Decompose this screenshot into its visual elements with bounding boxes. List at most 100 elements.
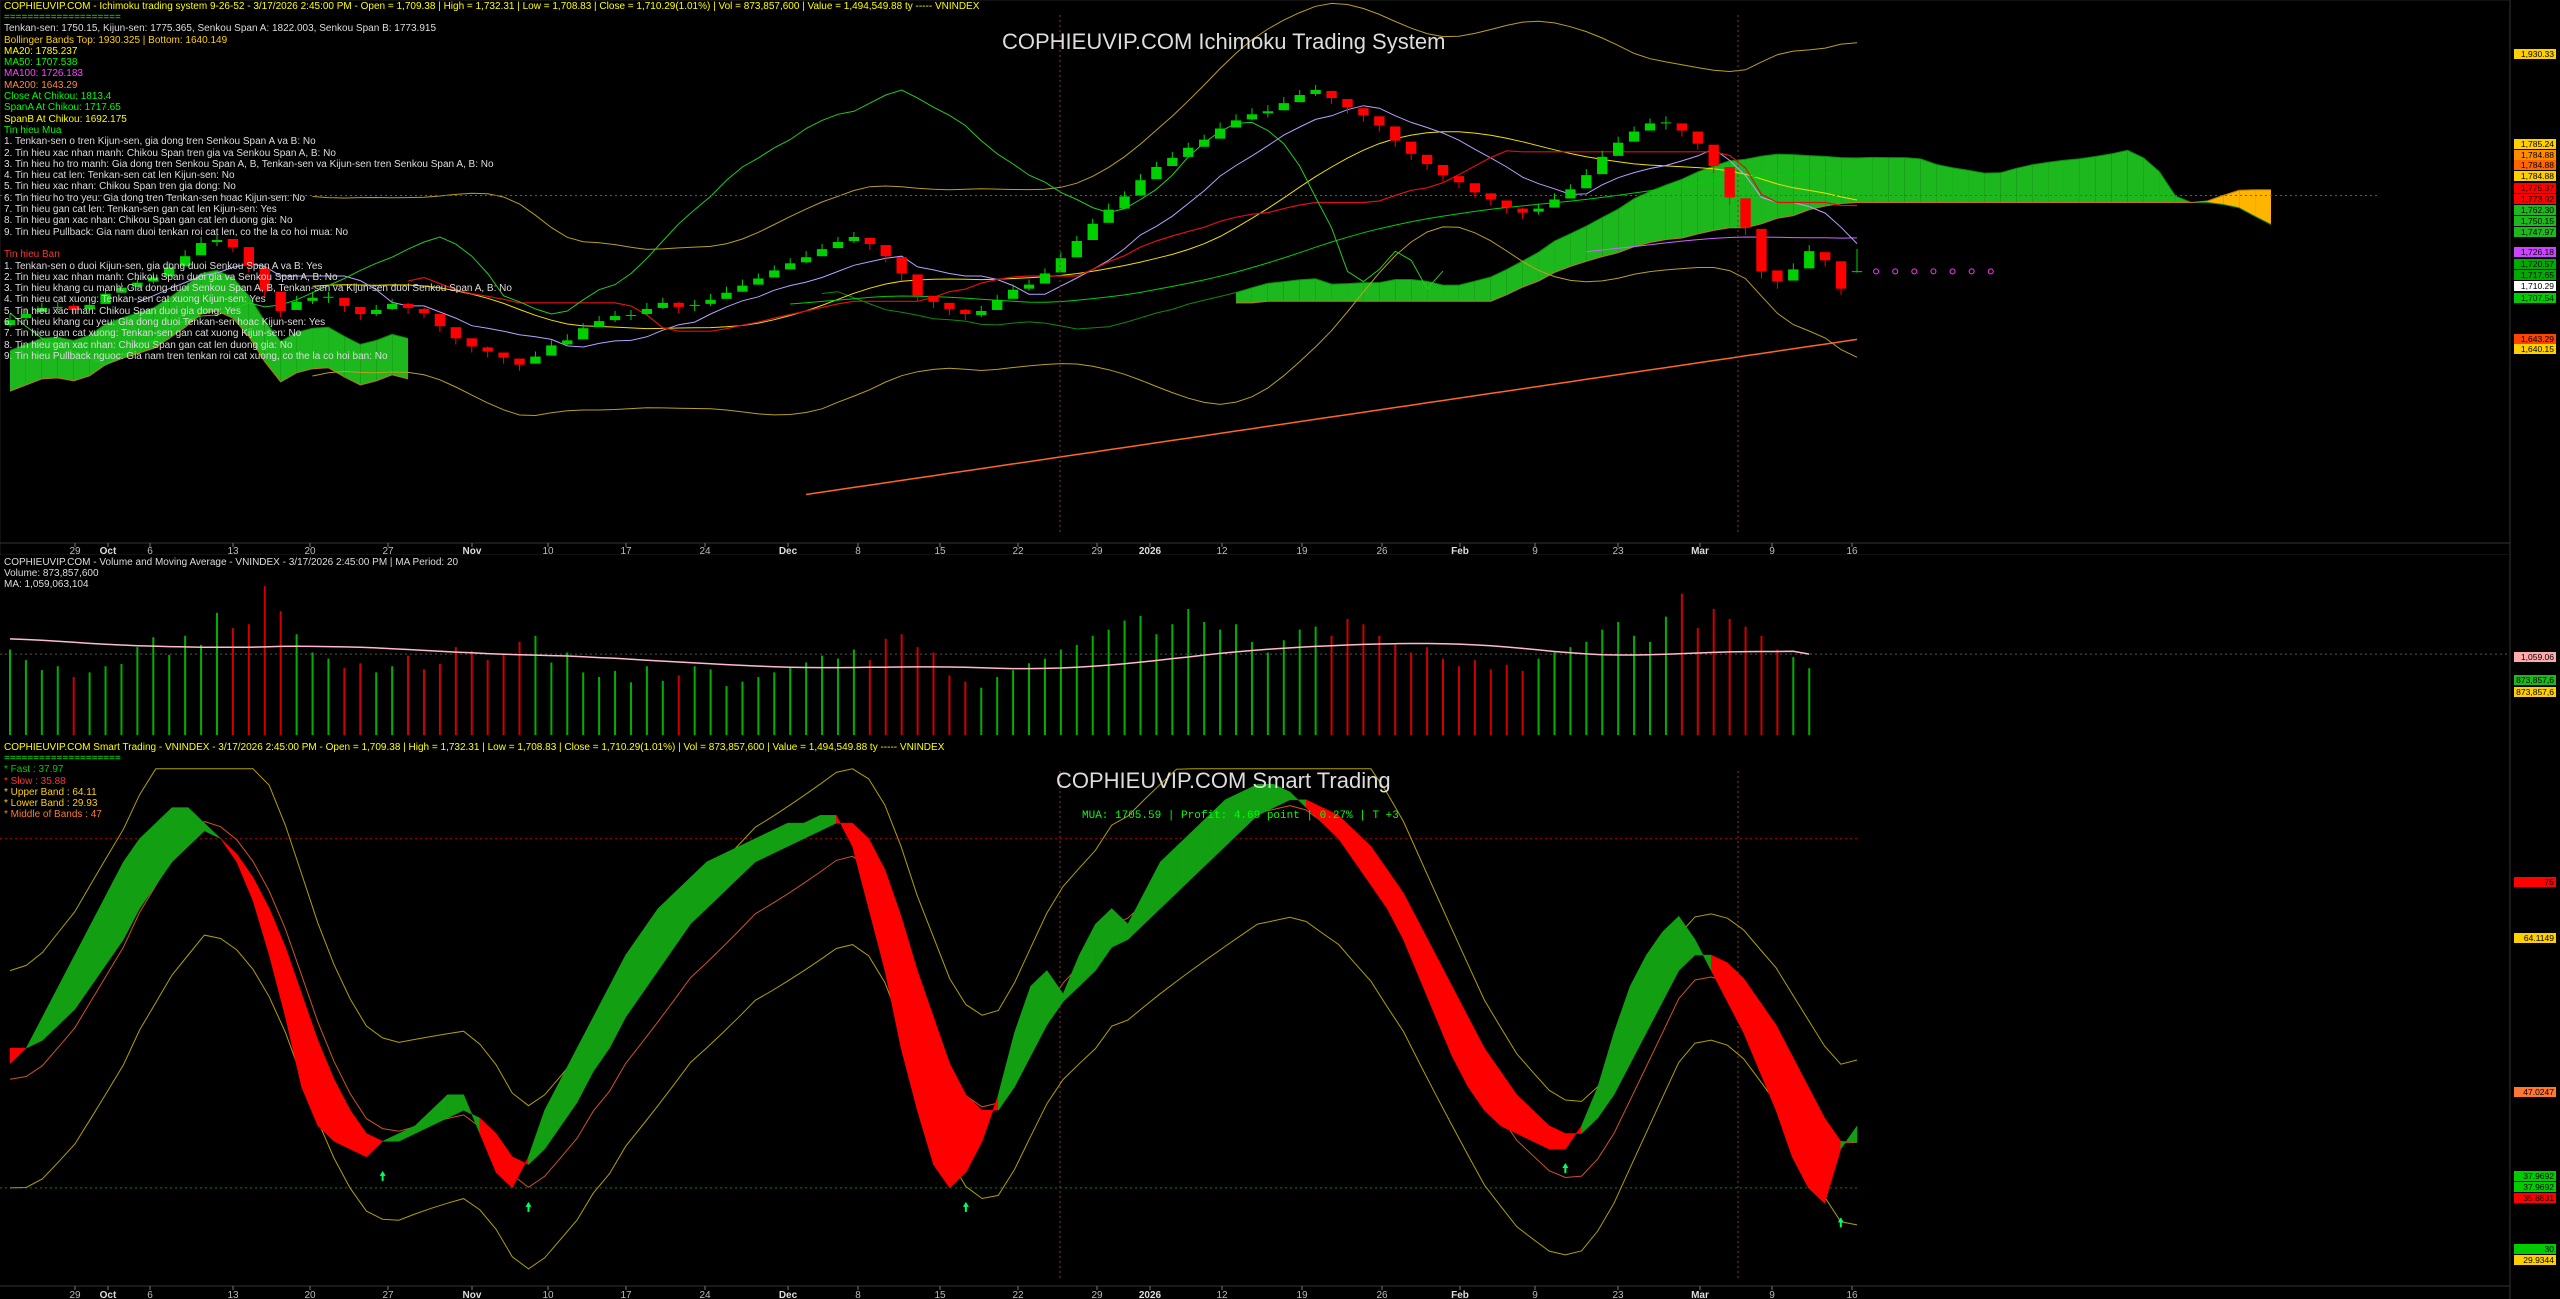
fast-above-slow-area xyxy=(25,1017,43,1049)
fast-above-slow-area xyxy=(187,806,205,847)
ichimoku-info-line: 3. Tin hieu khang cu manh: Gia dong duoi… xyxy=(4,283,512,295)
fast-above-slow-area xyxy=(139,822,157,910)
fast-above-slow-area xyxy=(1111,907,1129,948)
kumo-cloud-bull xyxy=(57,337,74,381)
kumo-cloud-bull xyxy=(1936,164,1953,203)
x-tick-label: 29 xyxy=(1091,1290,1103,1299)
fast-below-slow-area xyxy=(949,1063,967,1189)
x-tick-label: Feb xyxy=(1451,546,1469,555)
kumo-cloud-bull xyxy=(1522,252,1539,288)
smart-header: COPHIEUVIP.COM Smart Trading - VNINDEX -… xyxy=(4,742,945,753)
fast-above-slow-area xyxy=(155,806,173,886)
fast-below-slow-area xyxy=(1565,1124,1582,1150)
fast-below-slow-area xyxy=(236,853,254,901)
fast-below-slow-area xyxy=(1386,868,1404,940)
volume-pane[interactable]: COPHIEUVIP.COM - Volume and Moving Avera… xyxy=(0,555,2560,741)
kumo-cloud-bull xyxy=(1363,282,1380,302)
smart-value-label: 35.8831 xyxy=(2514,1193,2556,1203)
volume-header: COPHIEUVIP.COM - Volume and Moving Avera… xyxy=(4,557,458,590)
kumo-cloud-bull xyxy=(73,335,90,381)
fast-above-slow-area xyxy=(1662,915,1680,1002)
candle-body xyxy=(546,345,557,356)
x-tick-label: 24 xyxy=(699,1290,711,1299)
projection-dot xyxy=(1949,268,1956,275)
smart-chart[interactable]: 29 Oct 6 13 20 27 Nov 10 17 24 Dec 8 15 22 29 2026 12 19 2… xyxy=(0,741,2560,1299)
x-tick-label: 6 xyxy=(147,546,153,555)
x-tick-label: 10 xyxy=(542,1290,554,1299)
fast-below-slow-area xyxy=(1354,830,1372,886)
x-tick-label: 13 xyxy=(227,1290,239,1299)
candle-body xyxy=(721,292,732,299)
fast-above-slow-area xyxy=(722,845,740,894)
candle-body xyxy=(1055,258,1067,273)
smart-info-line: * Slow : 35.88 xyxy=(4,775,66,787)
fast-above-slow-area xyxy=(803,814,821,840)
candle-body xyxy=(1326,90,1337,99)
ichimoku-chart[interactable]: 29 Oct 6 13 20 27 Nov 10 17 24 Dec 8 15 22 29 2026 12 19 2… xyxy=(0,0,2560,555)
volume-header-title: COPHIEUVIP.COM - Volume and Moving Avera… xyxy=(4,557,459,568)
kumo-cloud-bull xyxy=(1379,279,1396,302)
kumo-cloud-bull xyxy=(280,332,297,382)
candle-body xyxy=(1533,208,1544,212)
x-tick-label: 26 xyxy=(1376,546,1388,555)
fast-above-slow-area xyxy=(1176,830,1193,894)
fast-above-slow-area xyxy=(1289,791,1307,809)
candle-body xyxy=(1469,183,1481,193)
x-tick-label: Nov xyxy=(463,1290,482,1299)
smart-pane[interactable]: 29 Oct 6 13 20 27 Nov 10 17 24 Dec 8 15 22 29 2026 12 19 2… xyxy=(0,741,2560,1299)
ichimoku-info-line: MA50: 1707.538 xyxy=(4,57,78,69)
smart-info-line: * Fast : 37.97 xyxy=(4,764,64,776)
kumo-cloud-bull xyxy=(1920,158,1937,203)
candle-body xyxy=(737,285,748,292)
x-tick-label: Oct xyxy=(100,546,117,555)
fast-below-slow-area xyxy=(1435,954,1453,1057)
fast-below-slow-area xyxy=(884,869,902,1049)
x-tick-label: 9 xyxy=(1532,1290,1538,1299)
fast-below-slow-area xyxy=(1532,1109,1550,1150)
smart-info-panel: ==================== * Fast : 37.97 * Slow… xyxy=(4,753,121,821)
candle-body xyxy=(1660,122,1672,124)
fast-below-slow-area xyxy=(1467,1017,1485,1112)
volume-value-label: 1,059.06 xyxy=(2514,652,2556,662)
x-tick-label: 23 xyxy=(1612,1290,1624,1299)
candle-body xyxy=(402,303,414,308)
fast-below-slow-area xyxy=(933,1017,950,1189)
kumo-cloud-bull xyxy=(1618,198,1635,253)
candle-body xyxy=(1199,139,1210,147)
candle-body xyxy=(1342,99,1353,108)
fast-above-slow-area xyxy=(674,876,691,949)
kumo-cloud-bull xyxy=(1331,283,1348,302)
upper-band-line xyxy=(9,768,1858,1107)
x-tick-label: 10 xyxy=(542,546,554,555)
candle-body xyxy=(944,302,955,309)
x-tick-label: Dec xyxy=(779,1290,798,1299)
fast-above-slow-area xyxy=(1046,969,1064,1026)
candle-body xyxy=(1183,147,1194,157)
kumo-cloud-bull xyxy=(2127,150,2144,203)
candle-body xyxy=(1023,284,1035,289)
kumo-cloud-bull xyxy=(1952,167,1969,203)
ichimoku-pane[interactable]: 29 Oct 6 13 20 27 Nov 10 17 24 Dec 8 15 22 29 2026 12 19 2… xyxy=(0,0,2560,555)
fast-above-slow-area xyxy=(1062,954,1080,1003)
fast-above-slow-area xyxy=(738,838,756,879)
kumo-cloud-bull xyxy=(1793,154,1810,216)
volume-chart[interactable] xyxy=(0,555,2560,741)
ichimoku-info-line xyxy=(4,238,512,249)
fast-above-slow-area xyxy=(1014,985,1031,1088)
kumo-cloud-bull xyxy=(1872,157,1889,203)
ichimoku-info-line: 1. Tenkan-sen o duoi Kijun-sen, gia dong… xyxy=(4,260,323,272)
fast-below-slow-area xyxy=(1370,845,1388,910)
candle-body xyxy=(1374,116,1385,126)
x-tick-label: 29 xyxy=(69,1290,81,1299)
ichimoku-info-line: 2. Tin hieu xac nhan manh: Chikou Span d… xyxy=(4,271,338,283)
candle-body xyxy=(1549,199,1560,208)
fast-below-slow-area xyxy=(1727,962,1744,1033)
candle-body xyxy=(243,247,255,266)
candle-body xyxy=(1851,271,1863,273)
x-tick-label: 27 xyxy=(382,546,394,555)
candle-body xyxy=(1119,196,1130,209)
x-tick-label: Feb xyxy=(1451,1290,1469,1299)
candle-body xyxy=(1039,273,1051,284)
kumo-cloud-bull xyxy=(1697,166,1714,234)
kumo-cloud-bull xyxy=(1267,281,1284,302)
